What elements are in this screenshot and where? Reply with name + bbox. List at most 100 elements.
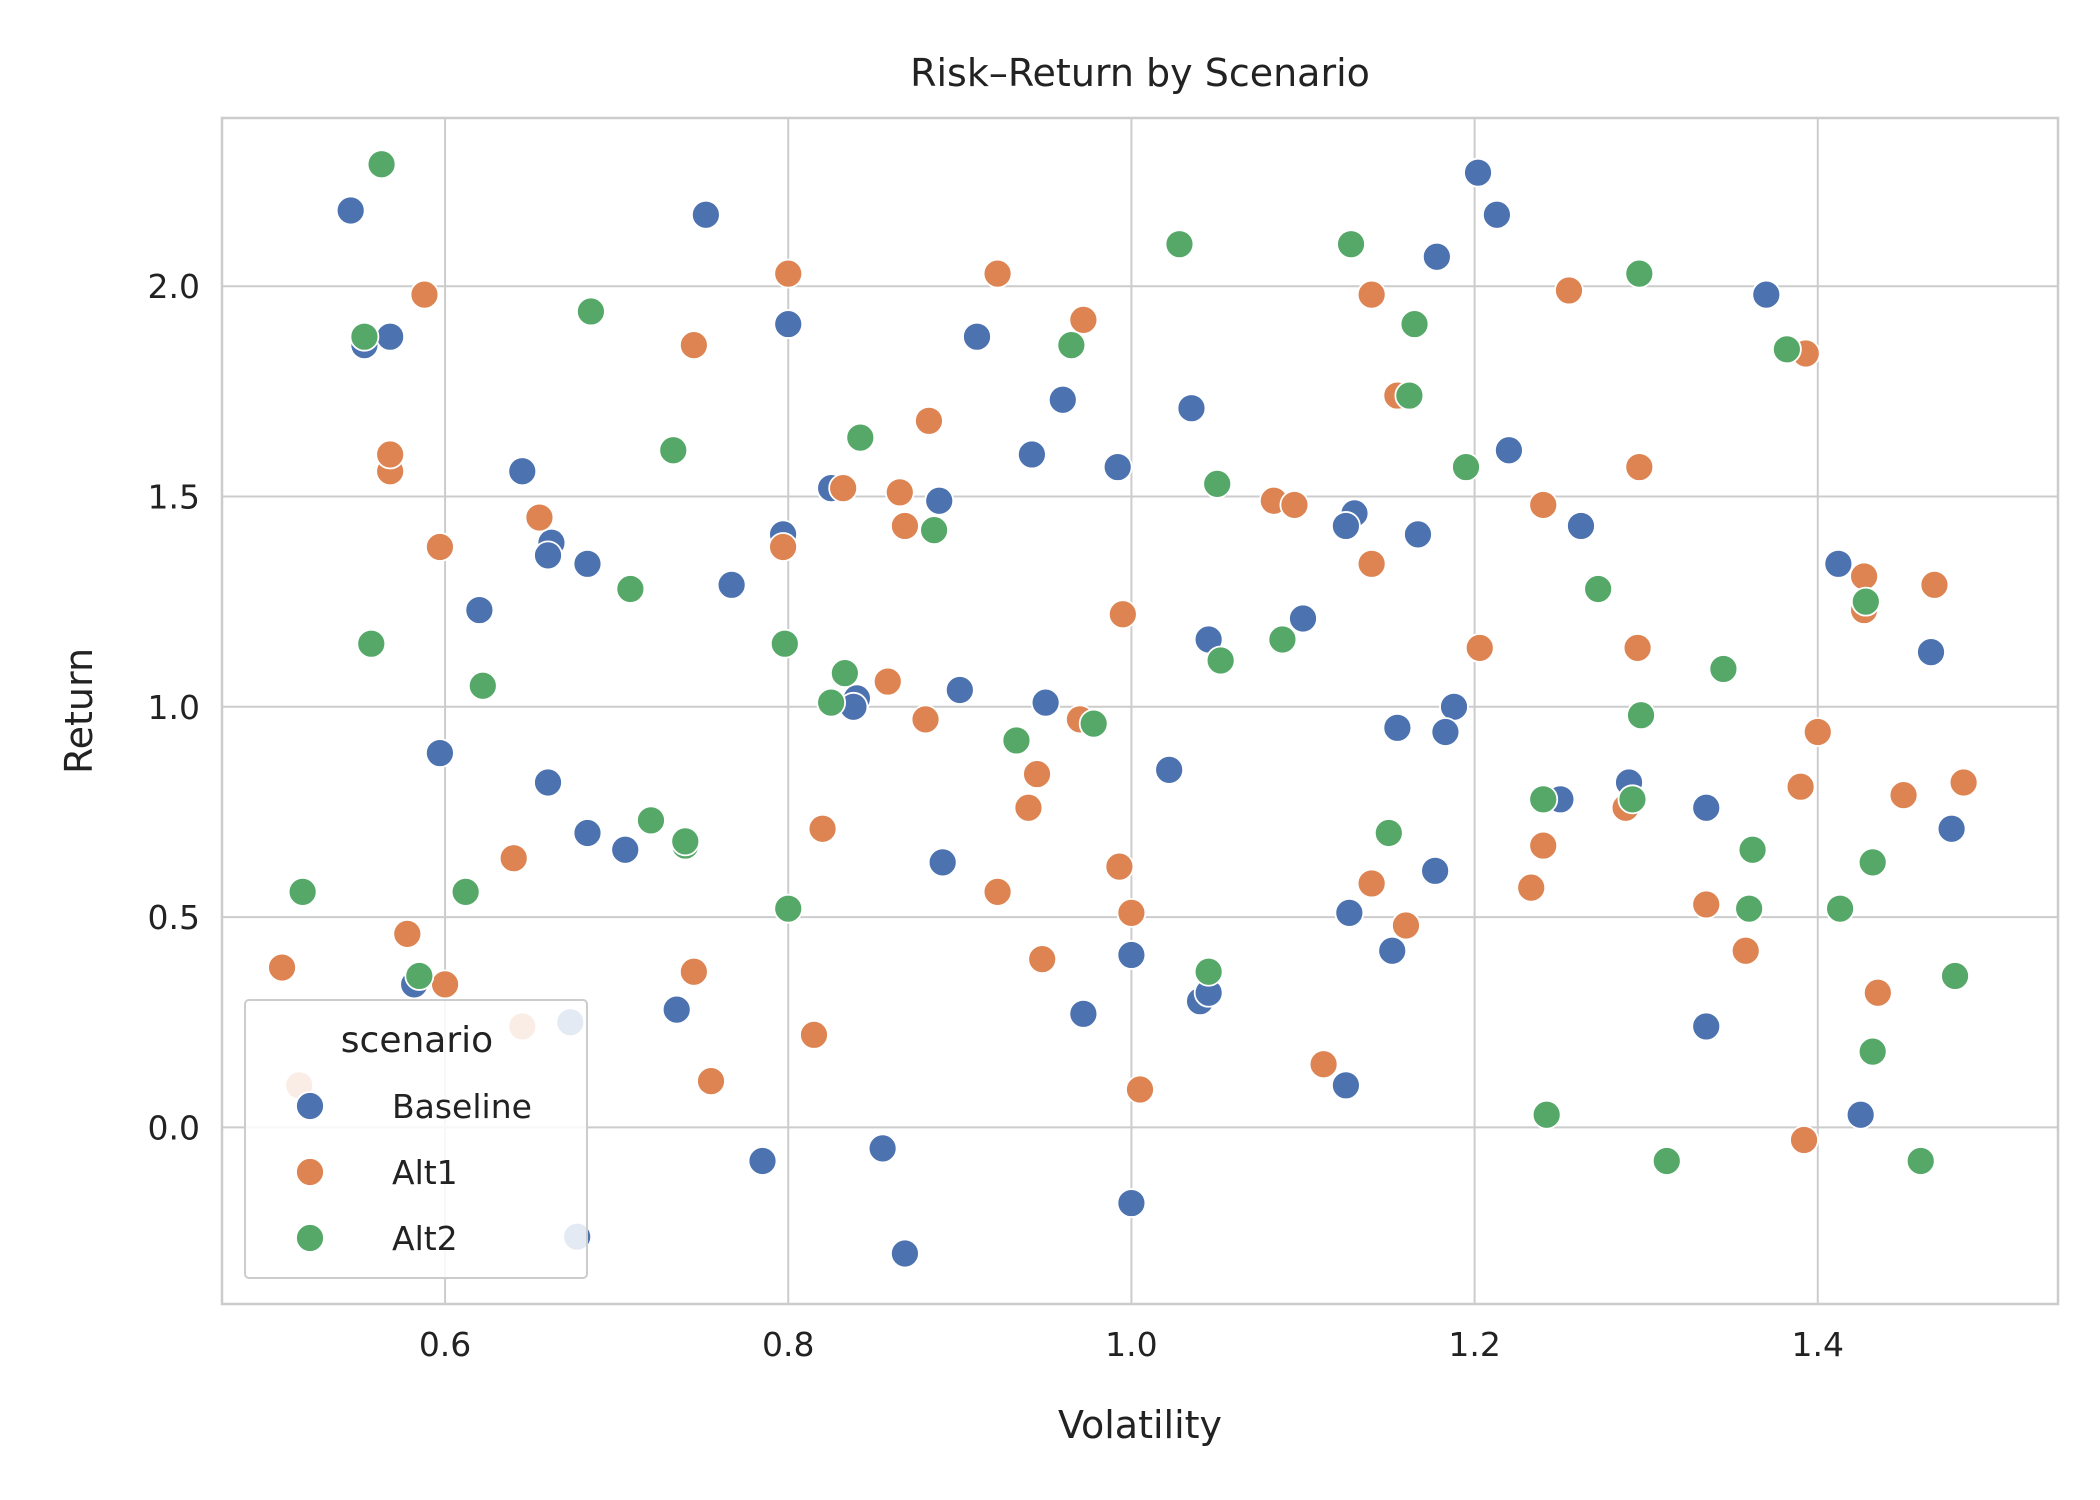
point-alt1: [1279, 490, 1310, 520]
point-alt2: [1451, 452, 1481, 482]
point-alt2: [845, 422, 876, 453]
point-baseline: [1463, 157, 1493, 188]
point-baseline: [1382, 712, 1413, 743]
point-alt2: [576, 296, 606, 327]
point-baseline: [572, 548, 603, 579]
point-alt1: [890, 511, 920, 541]
point-baseline: [610, 834, 641, 865]
point-baseline: [1420, 855, 1451, 886]
point-alt1: [1862, 977, 1893, 1008]
point-alt2: [1734, 893, 1765, 924]
point-alt1: [910, 704, 941, 735]
point-alt1: [773, 258, 804, 289]
point-alt1: [1789, 1125, 1819, 1155]
point-alt1: [1104, 851, 1135, 882]
point-alt2: [1825, 893, 1855, 924]
point-alt2: [404, 961, 435, 991]
point-baseline: [1176, 393, 1207, 424]
point-baseline: [507, 456, 538, 487]
point-alt1: [409, 279, 440, 310]
x-tick-labels: 0.6 0.8 1.0 1.2 1.4: [419, 1325, 1844, 1364]
point-alt2: [467, 670, 498, 701]
point-baseline: [773, 309, 804, 339]
point-alt2: [1531, 1099, 1562, 1130]
point-alt2: [1850, 586, 1881, 617]
x-tick-label: 0.8: [762, 1325, 814, 1364]
point-alt1: [807, 813, 838, 844]
point-alt1: [1356, 868, 1387, 899]
y-tick-label: 0.5: [148, 898, 200, 937]
legend-title: scenario: [341, 1020, 493, 1061]
point-baseline: [1566, 511, 1596, 541]
chart-title: Risk–Return by Scenario: [910, 51, 1370, 95]
point-alt1: [1528, 490, 1559, 520]
point-baseline: [690, 199, 721, 230]
point-baseline: [1936, 813, 1967, 844]
point-alt2: [658, 435, 689, 466]
point-baseline: [661, 994, 692, 1025]
point-alt1: [1802, 717, 1833, 747]
point-alt1: [1730, 935, 1761, 966]
point-alt2: [1336, 229, 1366, 260]
point-alt2: [356, 628, 387, 659]
point-alt1: [1516, 872, 1547, 903]
point-alt1: [914, 405, 944, 436]
point-alt2: [1624, 258, 1655, 289]
legend-items: Baseline Alt1 Alt2: [295, 1087, 532, 1258]
point-alt1: [799, 1019, 829, 1050]
point-alt1: [1849, 561, 1880, 592]
point-alt1: [1013, 792, 1044, 823]
point-alt2: [1078, 708, 1109, 739]
point-alt1: [1116, 897, 1147, 928]
point-alt2: [636, 805, 666, 836]
point-alt2: [1737, 834, 1768, 865]
point-alt2: [919, 515, 949, 546]
point-alt2: [1373, 818, 1404, 848]
point-baseline: [944, 675, 975, 705]
point-baseline: [1439, 691, 1469, 722]
point-baseline: [1334, 897, 1365, 928]
point-baseline: [1916, 637, 1946, 668]
point-baseline: [1845, 1099, 1876, 1130]
point-alt2: [1583, 574, 1614, 604]
point-baseline: [425, 738, 455, 768]
point-alt2: [1193, 956, 1224, 987]
point-alt2: [1267, 624, 1298, 655]
point-alt2: [287, 876, 318, 907]
point-baseline: [1691, 792, 1722, 823]
point-alt2: [615, 574, 646, 604]
legend-label-alt1: Alt1: [392, 1153, 458, 1192]
point-alt2: [829, 658, 860, 689]
x-tick-label: 1.0: [1105, 1325, 1157, 1364]
point-alt1: [678, 330, 709, 361]
point-baseline: [890, 1238, 920, 1269]
plot-frame: [220, 116, 2060, 1306]
point-alt1: [267, 952, 297, 983]
point-baseline: [1377, 935, 1408, 966]
x-axis-label: Volatility: [1058, 1403, 1222, 1447]
point-alt1: [425, 532, 455, 562]
point-baseline: [1421, 241, 1452, 272]
point-alt1: [828, 473, 859, 503]
point-alt1: [1919, 569, 1950, 600]
point-alt1: [1356, 279, 1387, 310]
point-baseline: [1116, 1188, 1147, 1218]
point-baseline: [924, 485, 955, 516]
point-alt1: [1068, 304, 1099, 335]
point-alt1: [678, 956, 709, 987]
legend-marker-alt2: [295, 1223, 325, 1253]
y-tick-label: 1.0: [148, 688, 200, 727]
point-alt1: [1691, 889, 1722, 920]
point-alt2: [816, 687, 847, 718]
point-alt1: [1464, 633, 1495, 663]
point-alt2: [1202, 468, 1233, 499]
x-tick-label: 0.6: [419, 1325, 471, 1364]
point-baseline: [572, 818, 603, 848]
point-baseline: [1823, 548, 1854, 579]
point-alt2: [1905, 1146, 1936, 1176]
point-alt1: [524, 502, 555, 533]
legend-label-alt2: Alt2: [392, 1219, 458, 1258]
y-tick-label: 2.0: [148, 267, 200, 306]
point-alt1: [430, 969, 460, 1000]
point-baseline: [1030, 687, 1061, 718]
